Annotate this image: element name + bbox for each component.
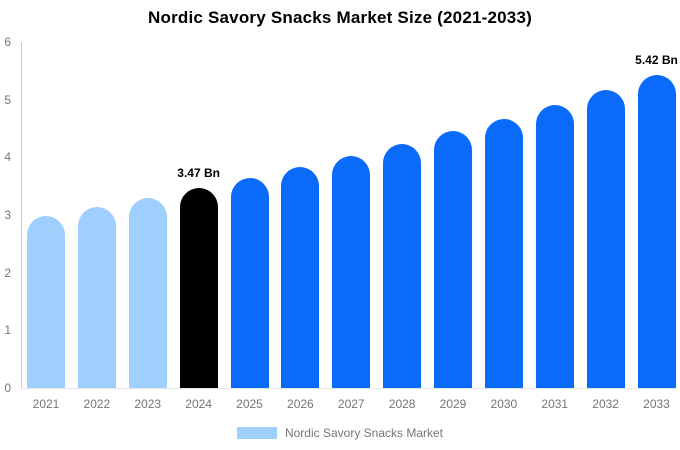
x-tick-label: 2021 bbox=[32, 397, 60, 411]
x-tick-label: 2029 bbox=[439, 397, 467, 411]
legend-label: Nordic Savory Snacks Market bbox=[284, 426, 444, 440]
x-tick-label: 2028 bbox=[388, 397, 416, 411]
x-tick-label: 2026 bbox=[287, 397, 314, 411]
bar-2021 bbox=[27, 215, 65, 388]
bar-2026 bbox=[281, 167, 320, 388]
x-tick-label: 2023 bbox=[134, 397, 162, 411]
x-tick-label: 2022 bbox=[83, 397, 111, 411]
y-tick-label: 4 bbox=[4, 150, 11, 165]
y-tick-label: 5 bbox=[4, 92, 11, 107]
y-tick-label: 2 bbox=[4, 265, 11, 280]
y-tick-label: 0 bbox=[4, 381, 11, 395]
bar-2025 bbox=[230, 177, 269, 388]
bar-2032 bbox=[586, 90, 625, 388]
bar-2028 bbox=[383, 144, 422, 388]
x-tick-label: 2030 bbox=[490, 397, 518, 411]
bar-2030 bbox=[484, 118, 523, 388]
x-tick-label: 2027 bbox=[337, 397, 365, 411]
y-tick-label: 3 bbox=[4, 208, 11, 222]
bar-value-label: 5.42 Bn bbox=[635, 53, 678, 68]
x-tick-label: 2024 bbox=[185, 397, 212, 411]
y-tick-label: 6 bbox=[4, 35, 11, 49]
bar-value-label: 3.47 Bn bbox=[177, 165, 220, 180]
bar-2027 bbox=[332, 155, 371, 388]
bar-2024 bbox=[179, 187, 218, 388]
bar-2033 bbox=[637, 75, 676, 388]
bar-2031 bbox=[535, 104, 574, 388]
x-tick-label: 2033 bbox=[643, 397, 670, 411]
legend-swatch bbox=[236, 427, 277, 439]
x-axis-line bbox=[21, 388, 677, 389]
y-tick-label: 1 bbox=[4, 323, 11, 338]
x-tick-label: 2031 bbox=[541, 397, 569, 411]
x-tick-label: 2032 bbox=[592, 397, 619, 411]
y-axis-line bbox=[21, 42, 22, 389]
legend: Nordic Savory Snacks Market bbox=[0, 426, 680, 440]
chart-title: Nordic Savory Snacks Market Size (2021-2… bbox=[148, 8, 532, 27]
bar-2023 bbox=[128, 197, 167, 388]
bar-2022 bbox=[77, 206, 116, 388]
bar-2029 bbox=[434, 131, 472, 388]
x-tick-label: 2025 bbox=[236, 397, 263, 411]
